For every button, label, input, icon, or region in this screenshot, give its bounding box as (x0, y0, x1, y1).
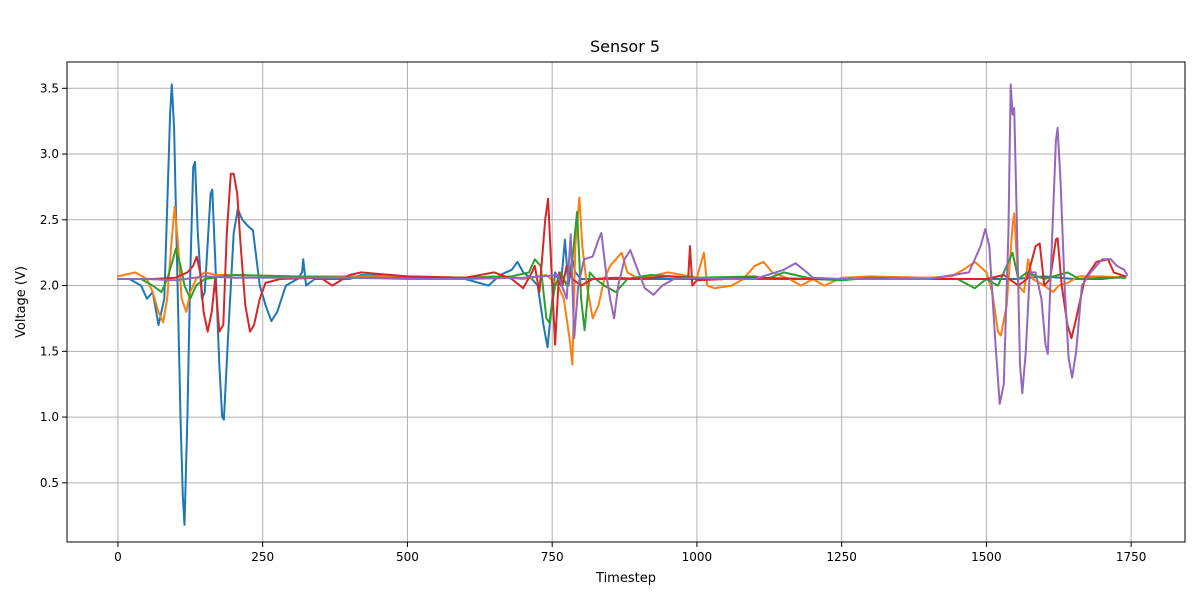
x-tick-label: 1250 (826, 550, 857, 564)
x-tick-label: 1000 (682, 550, 713, 564)
y-axis-label: Voltage (V) (14, 266, 29, 338)
series-line-1 (116, 83, 1127, 526)
y-axis: 0.5 1.0 1.5 2.0 2.5 3.0 3.5 (40, 81, 67, 490)
chart-title: Sensor 5 (590, 37, 660, 56)
y-tick-label: 1.0 (40, 410, 59, 424)
series-line-5 (116, 83, 1129, 405)
y-tick-label: 3.0 (40, 147, 59, 161)
x-tick-label: 1750 (1116, 550, 1147, 564)
x-axis: 0 250 500 750 1000 1250 1500 1750 (114, 542, 1146, 564)
x-tick-label: 250 (251, 550, 274, 564)
y-tick-label: 3.5 (40, 81, 59, 95)
plot-frame (66, 61, 1186, 543)
series-line-4 (116, 172, 1127, 346)
x-tick-label: 0 (114, 550, 122, 564)
grid-lines (67, 62, 1185, 542)
x-axis-label: Timestep (595, 571, 656, 586)
y-tick-label: 1.5 (40, 344, 59, 358)
y-tick-label: 2.0 (40, 279, 59, 293)
x-tick-label: 1500 (971, 550, 1002, 564)
y-tick-label: 2.5 (40, 213, 59, 227)
x-tick-label: 750 (541, 550, 564, 564)
series-line-3 (116, 210, 1127, 332)
x-tick-label: 500 (396, 550, 419, 564)
y-tick-label: 0.5 (40, 476, 59, 490)
series-lines (116, 83, 1129, 526)
